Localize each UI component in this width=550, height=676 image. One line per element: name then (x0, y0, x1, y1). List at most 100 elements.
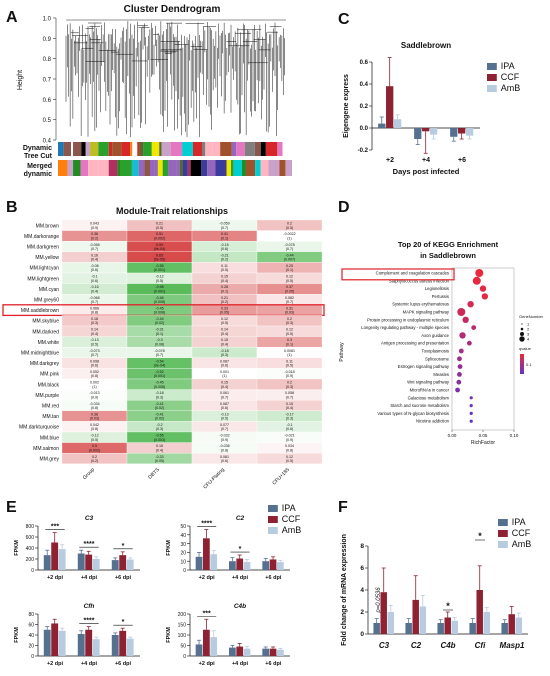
heatmap-row-label: MM.blue (40, 435, 59, 441)
heatmap-cell-pvalue: (0.6) (221, 364, 228, 368)
y-tick-label: 80 (28, 612, 34, 618)
module-color-block (143, 142, 152, 156)
heatmap-cell-pvalue: (1) (287, 236, 291, 240)
chart-D: Top 20 of KEGG Enrichment in Saddlebrown C… (339, 240, 544, 446)
heatmap-row-label: MM.black (38, 382, 60, 388)
heatmap-cell-value: 0.12 (286, 455, 293, 459)
legend-label-ccf: CCF (512, 528, 531, 538)
heatmap-cell-value: -0.45 (155, 306, 163, 310)
heatmap-cell-pvalue: (0.5) (221, 268, 228, 272)
bar-ccf (203, 629, 210, 656)
module-color-block (260, 142, 266, 156)
heatmap-cell-pvalue: (0.6) (221, 406, 228, 410)
heatmap-cell-value: -0.078 (284, 243, 294, 247)
bar-amb (393, 119, 402, 128)
x-category-label: +4 dpi (232, 661, 249, 667)
pathway-dot (462, 316, 469, 323)
module-color-block (117, 160, 121, 176)
module-color-block (156, 142, 160, 156)
heatmap-cell-pvalue: (0.1) (221, 289, 228, 293)
bar-ipa (111, 635, 119, 656)
heatmap-cell-pvalue: (0.1) (286, 268, 293, 272)
heatmap-cell-pvalue: (0.4) (221, 342, 228, 346)
panel-label-d: D (338, 199, 350, 216)
pathway-label: Toxoplasmosis (422, 349, 449, 354)
heatmap-row-label: MM.darkorange (24, 234, 59, 240)
heatmap-cell-value: -0.13 (90, 338, 98, 342)
heatmap-cell-value: 0.36 (91, 412, 98, 416)
module-color-block (282, 142, 292, 156)
y-tick-label: 30 (180, 542, 186, 548)
bar-amb (210, 637, 218, 656)
bar-amb (277, 562, 284, 570)
bar-ccf (119, 555, 127, 570)
heatmap-cell-value: -0.073 (89, 349, 99, 353)
bar-amb (429, 128, 438, 135)
heatmap-cell-pvalue: (9e-04) (154, 247, 166, 251)
heatmap-cell-value: -0.17 (285, 412, 293, 416)
heatmap-cell-value: -0.44 (155, 317, 163, 321)
x-category-label: +6 dpi (115, 661, 132, 667)
y-tick-label: 200 (26, 557, 35, 563)
pathway-dot (466, 340, 472, 346)
module-color-block (260, 160, 269, 176)
panel-label-c: C (338, 11, 350, 28)
heatmap-cell-pvalue: (0.3) (286, 417, 293, 421)
heatmap-cell-value: 0.15 (286, 402, 293, 406)
legend-swatch-amb (487, 85, 497, 92)
sig-mark: * (122, 543, 125, 550)
x-category-label: +6 dpi (115, 575, 132, 581)
heatmap-cell-value: -0.44 (285, 253, 293, 257)
bar-ipa (469, 623, 476, 634)
module-color-block (182, 142, 193, 156)
bar-ccf (119, 630, 127, 656)
y-axis-label: Height (17, 70, 24, 90)
heatmap-cell-value: 0.098 (90, 359, 99, 363)
bar-amb (451, 620, 458, 634)
module-color-block (245, 160, 256, 176)
heatmap-cell-value: 0.12 (286, 328, 293, 332)
y-tick-label: 40 (28, 633, 34, 639)
heatmap-cell-value: -0.0022 (283, 232, 295, 236)
module-color-block (242, 160, 246, 176)
legend-swatch-ipa (268, 505, 278, 512)
bar-ipa (77, 633, 85, 656)
heatmap-cell-pvalue: (1) (92, 385, 96, 389)
heatmap-cell-value: -0.078 (154, 349, 164, 353)
p-value-annotation: p=0.0536 (376, 587, 382, 614)
bar-ipa (262, 648, 270, 656)
heatmap-cell-pvalue: (0.008) (154, 311, 165, 315)
module-color-block (226, 160, 231, 176)
x-category-label: +4 dpi (81, 661, 98, 667)
chart-title: C3 (85, 515, 94, 522)
heatmap-cell-value: -0.52 (155, 370, 163, 374)
heatmap-cell-pvalue: (0.5) (286, 332, 293, 336)
pathway-dot (459, 332, 466, 339)
module-color-block (230, 160, 234, 176)
bar-ccf (269, 648, 277, 656)
heatmap-cell-value: -0.16 (90, 285, 98, 289)
heatmap-cell-pvalue: (0.4) (221, 385, 228, 389)
pathway-label: Nicotine addiction (416, 419, 450, 424)
legend-swatch-ipa (487, 63, 497, 70)
module-color-block (138, 160, 145, 176)
legend-size-label: 3 (527, 332, 530, 337)
heatmap-cell-value: 0.2 (287, 381, 292, 385)
pathway-label: MAPK signaling pathway (403, 310, 450, 315)
heatmap-cell-pvalue: (0.3) (156, 395, 163, 399)
bar-ipa (43, 555, 51, 570)
y-tick-label: 0.4 (43, 139, 52, 145)
bar-ipa (262, 561, 270, 570)
module-color-block (176, 160, 180, 176)
heatmap-cell-pvalue: (0.002) (89, 448, 100, 452)
heatmap-cell-value: -0.55 (155, 264, 163, 268)
row-label-merged-dynamic: dynamic (24, 171, 53, 178)
heatmap-cell-pvalue: (0.5) (221, 321, 228, 325)
module-color-block (130, 142, 133, 156)
bar-ipa (229, 647, 236, 656)
heatmap-row-label: MM.grey60 (34, 298, 59, 304)
y-tick-label: 0.6 (43, 98, 52, 104)
heatmap-cell-pvalue: (0.003) (154, 438, 165, 442)
y-tick-label: 0.4 (360, 82, 369, 88)
